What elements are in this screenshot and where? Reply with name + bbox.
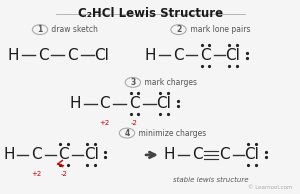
Text: minimize charges: minimize charges [136, 129, 206, 138]
Text: H: H [164, 147, 176, 162]
Text: C: C [58, 147, 69, 162]
Text: C: C [31, 147, 42, 162]
Text: +2: +2 [100, 120, 110, 126]
Text: C: C [100, 96, 110, 111]
Text: Cl: Cl [156, 96, 171, 111]
Text: C: C [192, 147, 203, 162]
Text: H: H [145, 48, 156, 63]
Text: H: H [3, 147, 15, 162]
Text: mark lone pairs: mark lone pairs [188, 25, 250, 34]
Text: 2: 2 [176, 25, 181, 34]
Text: mark charges: mark charges [142, 78, 197, 87]
Text: Cl: Cl [225, 48, 240, 63]
Text: -2: -2 [61, 171, 67, 177]
Text: Cl: Cl [244, 147, 260, 162]
Text: C: C [200, 48, 211, 63]
Text: +2: +2 [32, 171, 42, 177]
Text: 3: 3 [130, 78, 136, 87]
Text: Cl: Cl [94, 48, 110, 63]
Text: H: H [8, 48, 19, 63]
Text: Cl: Cl [84, 147, 99, 162]
Text: C₂HCl Lewis Structure: C₂HCl Lewis Structure [78, 7, 223, 20]
Text: C: C [129, 96, 140, 111]
Text: C: C [67, 48, 78, 63]
Text: 4: 4 [124, 129, 130, 138]
Text: C: C [38, 48, 48, 63]
Text: stable lewis structure: stable lewis structure [173, 177, 249, 183]
Text: C: C [219, 147, 230, 162]
Text: H: H [70, 96, 81, 111]
Text: -2: -2 [131, 120, 138, 126]
Text: 1: 1 [38, 25, 43, 34]
Text: © Learnool.com: © Learnool.com [248, 185, 292, 190]
Text: C: C [172, 48, 183, 63]
Text: draw sketch: draw sketch [49, 25, 98, 34]
